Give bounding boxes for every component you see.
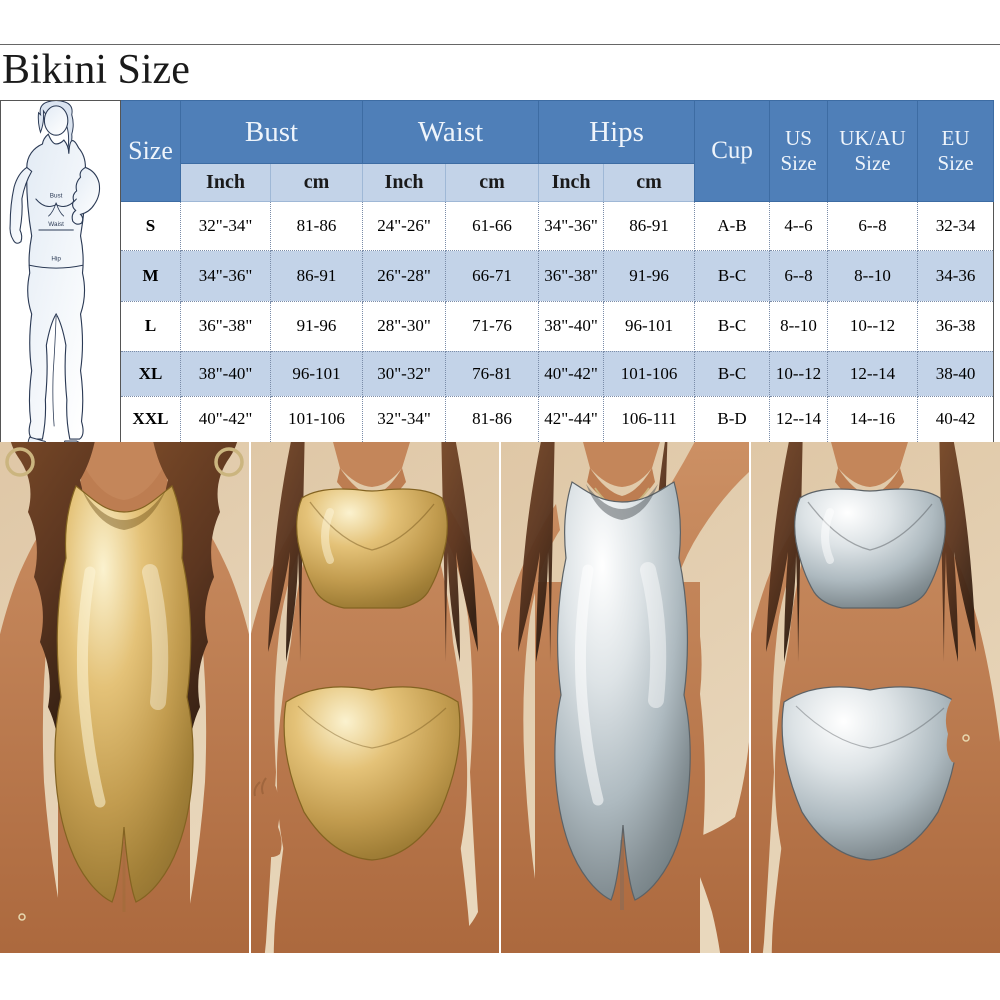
svg-text:Hip: Hip xyxy=(51,255,61,262)
svg-text:Bust: Bust xyxy=(50,193,63,200)
svg-text:Waist: Waist xyxy=(48,221,64,228)
